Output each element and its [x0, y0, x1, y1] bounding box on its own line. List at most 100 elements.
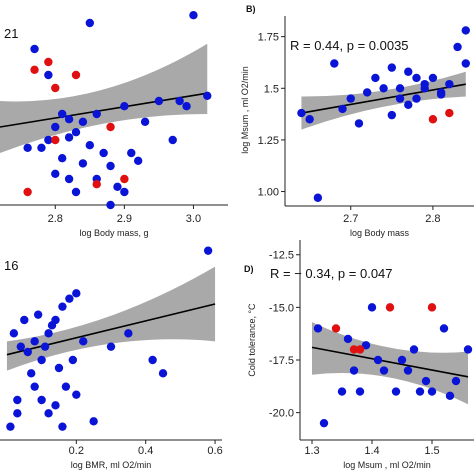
blue-point — [23, 143, 32, 152]
red-point — [71, 70, 81, 80]
blue-point — [44, 70, 53, 80]
blue-point — [33, 310, 43, 319]
blue-point — [44, 135, 53, 145]
regression-line — [311, 346, 469, 378]
blue-point — [367, 303, 377, 312]
x-tick-label: 2.9 — [117, 213, 132, 225]
blue-point — [343, 334, 353, 344]
red-point — [427, 303, 437, 312]
blue-point — [106, 342, 116, 351]
x-tick-label: 1.4 — [364, 445, 379, 457]
blue-point — [72, 390, 81, 399]
red-point — [428, 115, 438, 124]
blue-point — [68, 355, 78, 365]
blue-point — [51, 169, 60, 178]
blue-point — [362, 88, 372, 97]
blue-point — [61, 382, 71, 391]
x-tick-label: 3.0 — [186, 213, 201, 225]
blue-point — [23, 347, 32, 357]
blue-point — [355, 387, 365, 396]
blue-point — [71, 128, 81, 137]
blue-point — [106, 161, 115, 171]
blue-point — [79, 337, 88, 346]
red-point — [385, 303, 395, 312]
blue-point — [354, 119, 364, 128]
red-point — [349, 345, 359, 354]
blue-point — [404, 100, 413, 110]
blue-point — [346, 94, 355, 103]
blue-point — [16, 342, 26, 351]
blue-point — [37, 355, 46, 365]
red-point — [92, 180, 101, 189]
blue-point — [313, 193, 323, 202]
panel-4: 1.3 1.4 1.5 -20.0 -17.5 -15.0 -12.5 log Msum , … — [244, 240, 474, 470]
panel-2: 2.7 2.8 1.00 1.25 1.5 1.75 log Body mass log Ms… — [240, 4, 474, 238]
y-tick-label: 1.25 — [258, 135, 279, 147]
blue-point — [313, 324, 323, 333]
blue-point — [379, 366, 389, 375]
y-tick-label: -12.5 — [269, 250, 294, 262]
blue-point — [387, 110, 397, 120]
blue-point — [371, 73, 380, 83]
stats-annotation: R = 0.44, p = 0.0035 — [290, 38, 409, 53]
blue-point — [461, 59, 470, 68]
blue-point — [89, 417, 98, 426]
blue-point — [395, 84, 405, 93]
y-tick-label: 1.00 — [258, 187, 279, 199]
y-tick-label: -17.5 — [269, 355, 294, 367]
blue-point — [404, 67, 413, 76]
blue-point — [27, 369, 36, 378]
x-axis-label: log BMR, ml O2/min — [71, 460, 152, 470]
blue-point — [106, 200, 115, 210]
red-point — [44, 57, 53, 67]
blue-point — [40, 342, 50, 351]
blue-point — [124, 329, 133, 338]
y-tick-label: -20.0 — [269, 408, 294, 420]
blue-point — [20, 315, 29, 325]
red-point — [51, 83, 60, 93]
blue-point — [412, 94, 421, 103]
blue-point — [57, 154, 67, 163]
blue-point — [127, 148, 136, 158]
blue-point — [338, 104, 347, 114]
blue-point — [175, 96, 184, 106]
panel-label: B) — [246, 4, 256, 14]
red-point — [120, 174, 129, 184]
blue-point — [463, 345, 473, 354]
panel-label: D) — [244, 264, 254, 274]
blue-point — [47, 321, 57, 330]
blue-point — [85, 18, 95, 28]
y-tick-label: -15.0 — [269, 302, 294, 314]
blue-point — [64, 174, 74, 184]
x-axis-label: log Body mass — [350, 228, 410, 238]
blue-point — [391, 387, 401, 396]
blue-point — [65, 294, 74, 303]
blue-point — [44, 409, 53, 418]
stats-annotation: R = − 0.34, p = 0.047 — [270, 266, 393, 281]
blue-point — [349, 366, 359, 375]
red-point — [355, 345, 365, 354]
blue-point — [13, 409, 22, 418]
blue-point — [148, 355, 157, 365]
stats-annotation: 21 — [4, 26, 18, 41]
confidence-band — [301, 71, 466, 130]
blue-point — [337, 387, 347, 396]
blue-point — [37, 395, 46, 405]
x-tick-label: 2.8 — [425, 213, 440, 225]
red-point — [331, 324, 341, 333]
x-tick-label: 0.2 — [69, 445, 84, 457]
x-tick-label: 1.5 — [424, 445, 439, 457]
blue-point — [453, 42, 462, 52]
blue-point — [78, 117, 88, 127]
blue-point — [58, 422, 67, 431]
blue-point — [428, 73, 438, 83]
red-point — [51, 135, 60, 145]
blue-point — [120, 102, 129, 111]
confidence-band — [6, 266, 216, 371]
blue-point — [421, 376, 431, 386]
red-point — [445, 108, 454, 118]
blue-point — [120, 187, 129, 197]
x-tick-label: 2.8 — [48, 213, 63, 225]
blue-point — [305, 115, 314, 124]
